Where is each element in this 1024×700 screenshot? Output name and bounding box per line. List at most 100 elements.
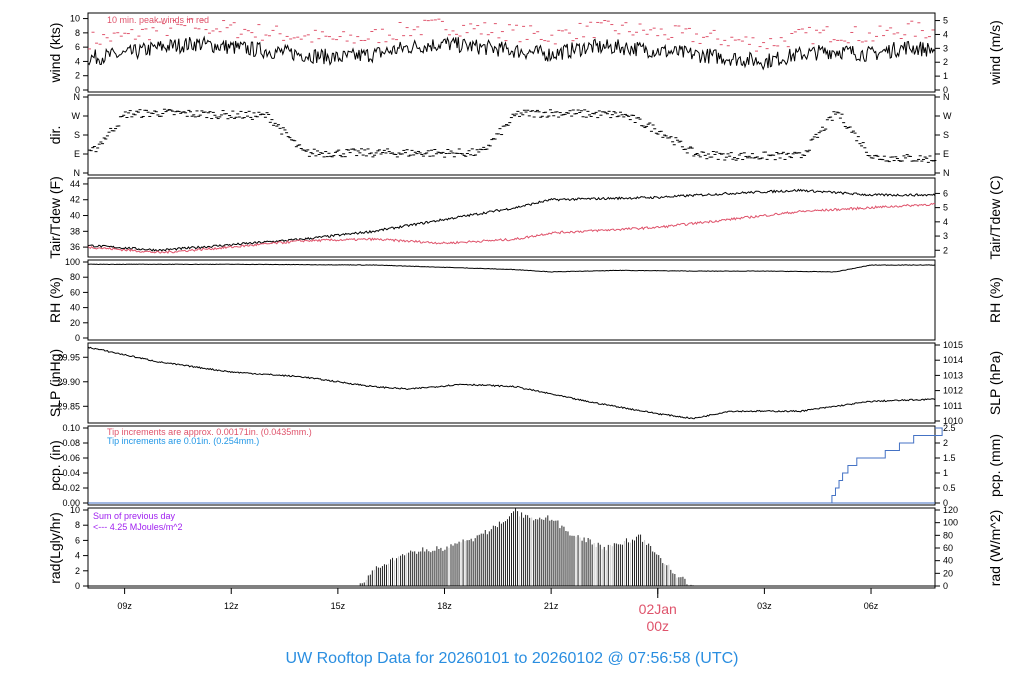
rh-ylabel-right: RH (%) [987,277,1003,323]
rad-note-1: Sum of previous day [93,511,176,521]
rh-ytick-label: 40 [70,303,80,313]
slp-ytick-label: 29.95 [57,352,80,362]
rad-ytick-label-right: 40 [943,556,953,566]
temp-ylabel-right: Tair/Tdew (C) [987,175,1003,259]
dir-ytick-label-right: N [943,92,950,102]
xtick-label: 18z [437,601,452,611]
pcp-ylabel-right: pcp. (mm) [987,434,1003,497]
chart-title: UW Rooftop Data for 20260101 to 20260102… [285,650,739,667]
wind-ytick-label: 8 [75,28,80,38]
slp-plot-frame [87,342,936,424]
temp-ytick-label-right: 5 [943,203,948,213]
pcp-ytick-label: 0.10 [62,423,80,433]
slp-ytick-label-right: 1012 [943,386,963,396]
wind-ytick-label-right: 2 [943,57,948,67]
pcp-ytick-label: 0.06 [62,453,80,463]
temp-panel: Tair/Tdew (F) Tair/Tdew (C) 36 38 40 42 44 2 3 4 5… [47,175,1003,259]
slp-ytick-label: 29.90 [57,377,80,387]
slp-ytick-label-right: 1013 [943,370,963,380]
temp-ytick-label: 42 [70,195,80,205]
rad-ytick-label: 2 [75,566,80,576]
wind-ytick-label: 2 [75,71,80,81]
temp-plot-frame [87,177,936,258]
rad-ytick-label-right: 120 [943,505,958,515]
xtick-label: 09z [117,601,132,611]
wind-panel: wind (kts) wind (m/s) 0 2 4 6 8 10 0 1 2 3 4 5 10 min.… [47,12,1003,95]
rh-ytick-label: 80 [70,272,80,282]
rh-plot-frame [87,259,936,341]
temp-ylabel-left: Tair/Tdew (F) [47,176,63,258]
temp-ytick-label: 36 [70,242,80,252]
slp-panel: SLP (inHg) SLP (hPa) 29.85 29.90 29.95 1010 10… [47,340,1003,426]
pcp-ytick-label-right: 2.5 [943,423,956,433]
wind-ylabel-right: wind (m/s) [987,20,1003,86]
xtick-label: 21z [544,601,559,611]
temp-ytick-label-right: 3 [943,231,948,241]
rad-panel: rad(Lgly/hr) rad (W/m^2)02468100204060801… [47,505,1003,591]
wind-ylabel-left: wind (kts) [47,23,63,84]
dir-ytick-label-right: N [943,168,950,178]
rad-ytick-label: 6 [75,535,80,545]
temp-ytick-label: 38 [70,226,80,236]
rh-ytick-label: 20 [70,318,80,328]
rad-ytick-label: 0 [75,581,80,591]
wind-speed-line [87,35,936,71]
pcp-ytick-label: 0.00 [62,498,80,508]
dir-panel: dir.N NE ES SW WN N [47,92,952,178]
wind-plot-frame [87,12,936,93]
wind-ytick-label-right: 4 [943,29,948,39]
slp-ytick-label-right: 1011 [943,401,962,411]
pcp-ytick-label-right: 2 [943,438,948,448]
xtick-label: 15z [331,601,346,611]
temp-ytick-label-right: 2 [943,245,948,255]
temp-ytick-label-right: 4 [943,217,948,227]
pcp-note-1: Tip increments are approx. 0.00171in. (0… [107,427,312,437]
wind-annotation: 10 min. peak winds in red [107,15,209,25]
dir-ytick-label-right: S [943,130,949,140]
rad-ytick-label-right: 60 [943,543,953,553]
day-time-label: 00z [646,618,669,634]
dir-plot-frame [87,94,936,176]
pcp-ytick-label-right: 0 [943,498,948,508]
temp-Tdew-line [87,202,936,254]
rh-ytick-label: 100 [65,257,80,267]
rad-ytick-label: 8 [75,520,80,530]
temp-ytick-label: 44 [70,179,80,189]
rh-ytick-label: 0 [75,333,80,343]
pcp-ylabel-left: pcp. (in) [47,440,63,491]
temp-Tair-line [87,188,936,252]
rad-ylabel-right: rad (W/m^2) [987,510,1003,587]
pcp-panel: pcp. (in) pcp. (mm) 0.00 0.02 0.04 0.06 0.08 0.… [47,423,1003,508]
pcp-plot-frame [87,425,936,506]
xtick-label: 03z [757,601,772,611]
rad-ytick-label-right: 0 [943,581,948,591]
rh-panel: RH (%) RH (%) 0 20 40 60 80 100 [47,257,1003,343]
rad-ytick-label-right: 80 [943,530,953,540]
slp-ytick-label-right: 1014 [943,355,963,365]
slp-ylabel-left: SLP (inHg) [47,349,63,417]
slp-ytick-label-right: 1010 [943,416,963,426]
slp-ylabel-right: SLP (hPa) [987,351,1003,415]
day-label: 02Jan [639,601,677,617]
rad-ytick-label-right: 20 [943,568,953,578]
dir-ytick-label: E [74,149,80,159]
rad-ytick-label: 4 [75,551,80,561]
rad-ytick-label: 10 [70,505,80,515]
pcp-ytick-label: 0.04 [62,468,80,478]
slp-line [87,346,936,420]
xtick-label: 12z [224,601,239,611]
rad-ytick-label-right: 100 [943,518,958,528]
pcp-ytick-label: 0.02 [62,483,80,493]
temp-ytick-label: 40 [70,211,80,221]
rad-ylabel-left: rad(Lgly/hr) [47,512,63,584]
wind-ytick-label: 4 [75,56,80,66]
wind-ytick-label: 6 [75,42,80,52]
rad-note-2: <--- 4.25 MJoules/m^2 [93,522,183,532]
wind-ytick-label-right: 3 [943,43,948,53]
wind-ytick-label-right: 5 [943,16,948,26]
slp-ytick-label: 29.85 [57,401,80,411]
rh-ylabel-left: RH (%) [47,277,63,323]
dir-ylabel-left: dir. [47,126,63,145]
rh-ytick-label: 60 [70,287,80,297]
